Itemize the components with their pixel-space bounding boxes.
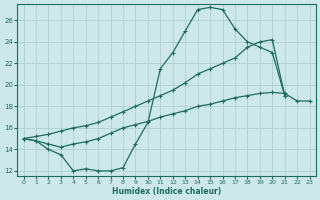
- X-axis label: Humidex (Indice chaleur): Humidex (Indice chaleur): [112, 187, 221, 196]
